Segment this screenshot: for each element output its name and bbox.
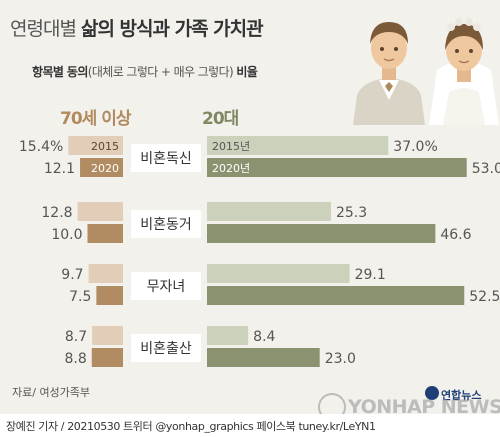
right-value-label-2020: 46.6 xyxy=(440,227,471,243)
couple-illustration xyxy=(353,18,499,125)
left-value-label-2015: 12.8 xyxy=(41,205,72,221)
footer-credit: 장예진 기자 / 20210530 트위터 @yonhap_graphics 페… xyxy=(6,420,376,433)
left-value-label-2020: 7.5 xyxy=(69,289,91,305)
right-bar-2020 xyxy=(207,348,320,367)
bride-figure xyxy=(429,18,499,125)
left-value-label-2015: 8.7 xyxy=(65,329,87,345)
left-value-label-2020: 8.8 xyxy=(64,351,86,367)
right-group-label: 20대 xyxy=(202,109,239,129)
page-subtitle: 항목별 동의(대체로 그렇다 + 매우 그렇다) 비율 xyxy=(32,63,258,80)
right-bar-2020 xyxy=(207,158,467,177)
subtitle-bold: 항목별 동의 xyxy=(32,65,88,79)
left-bar-2020 xyxy=(87,224,123,243)
right-bar-2020 xyxy=(207,224,436,243)
category-box xyxy=(131,144,201,172)
left-series-label-2020: 2020 xyxy=(91,162,119,175)
right-bar-2015 xyxy=(207,326,249,345)
right-value-label-2015: 29.1 xyxy=(355,267,386,283)
left-value-label-2015: 9.7 xyxy=(61,267,83,283)
right-value-label-2020: 53.0 xyxy=(472,161,500,177)
source-note: 자료/ 여성가족부 xyxy=(12,386,91,399)
title-main: 삶의 방식과 가족 가치관 xyxy=(80,18,264,40)
right-value-label-2015: 37.0% xyxy=(393,139,437,155)
left-bar-2015 xyxy=(88,264,123,283)
page-title: 연령대별 삶의 방식과 가족 가치관 xyxy=(10,14,264,41)
category-box xyxy=(131,334,201,362)
category-label: 비혼독신 xyxy=(140,151,192,167)
subtitle-suffix: 비율 xyxy=(236,65,258,79)
category-label: 무자녀 xyxy=(147,279,186,295)
right-bar-2015 xyxy=(207,136,389,155)
left-bar-2015 xyxy=(77,202,123,221)
left-bar-2015 xyxy=(68,136,123,155)
left-bar-2020 xyxy=(91,348,123,367)
groom-figure xyxy=(353,22,425,125)
left-bar-2020 xyxy=(80,158,123,177)
left-series-label-2015: 2015 xyxy=(91,140,119,153)
left-value-label-2015: 15.4% xyxy=(19,139,63,155)
right-series-label-2015: 2015년 xyxy=(212,140,250,153)
right-value-label-2015: 25.3 xyxy=(336,205,367,221)
right-bar-2020 xyxy=(207,286,465,305)
right-bar-2015 xyxy=(207,264,350,283)
footer-bar: 장예진 기자 / 20210530 트위터 @yonhap_graphics 페… xyxy=(0,414,500,437)
yonhap-logo-text: 연합뉴스 xyxy=(441,389,482,402)
category-label: 비혼출산 xyxy=(140,341,192,357)
right-value-label-2020: 52.5 xyxy=(469,289,500,305)
yonhap-logo-icon xyxy=(425,386,439,400)
right-value-label-2015: 8.4 xyxy=(253,329,275,345)
watermark: YONHAP NEWS xyxy=(348,396,500,418)
category-box xyxy=(131,210,201,238)
subtitle-paren: (대체로 그렇다 + 매우 그렇다) xyxy=(87,65,234,79)
right-value-label-2020: 23.0 xyxy=(325,351,356,367)
left-bar-2020 xyxy=(96,286,123,305)
right-series-label-2020: 2020년 xyxy=(212,162,250,175)
left-group-label: 70세 이상 xyxy=(60,109,131,129)
category-label: 비혼동거 xyxy=(140,217,192,233)
title-prefix: 연령대별 xyxy=(10,18,77,40)
left-value-label-2020: 12.1 xyxy=(44,161,75,177)
category-box xyxy=(131,272,201,300)
right-bar-2015 xyxy=(207,202,331,221)
left-value-label-2020: 10.0 xyxy=(51,227,82,243)
left-bar-2015 xyxy=(92,326,123,345)
